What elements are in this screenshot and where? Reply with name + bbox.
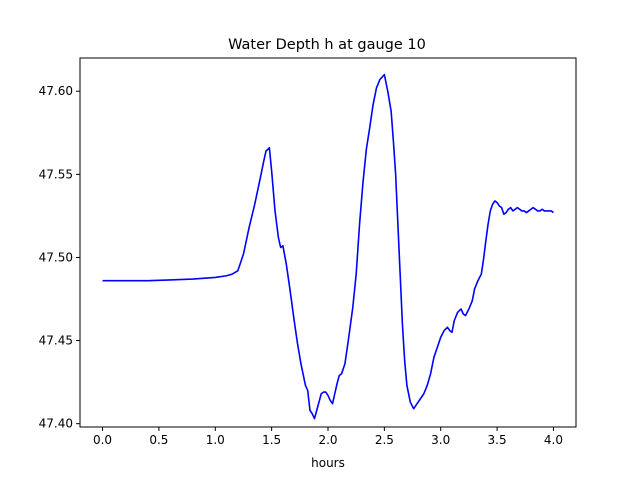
y-axis: 47.40 47.45 47.50 47.55 47.60 [39,84,80,431]
x-tick-label: 1.0 [206,433,225,447]
x-tick-label: 0.5 [149,433,168,447]
x-tick-label: 4.0 [544,433,563,447]
y-tick-label: 47.45 [39,334,73,348]
x-tick-label: 3.5 [488,433,507,447]
chart-title: Water Depth h at gauge 10 [228,37,426,53]
x-tick-label: 3.0 [431,433,450,447]
y-tick-label: 47.55 [39,167,73,181]
x-tick-label: 2.5 [375,433,394,447]
y-tick-label: 47.50 [39,250,73,264]
x-axis-label: hours [311,456,345,470]
y-tick-label: 47.60 [39,84,73,98]
x-tick-label: 0.0 [93,433,112,447]
series-group [102,73,554,420]
x-tick-label: 2.0 [318,433,337,447]
x-axis: 0.0 0.5 1.0 1.5 2.0 2.5 3.0 3.5 4.0 [93,427,563,447]
x-tick-label: 1.5 [262,433,281,447]
y-tick-label: 47.40 [39,417,73,431]
plot-area [79,57,577,428]
plot-frame [79,57,577,428]
series-line [102,73,554,420]
